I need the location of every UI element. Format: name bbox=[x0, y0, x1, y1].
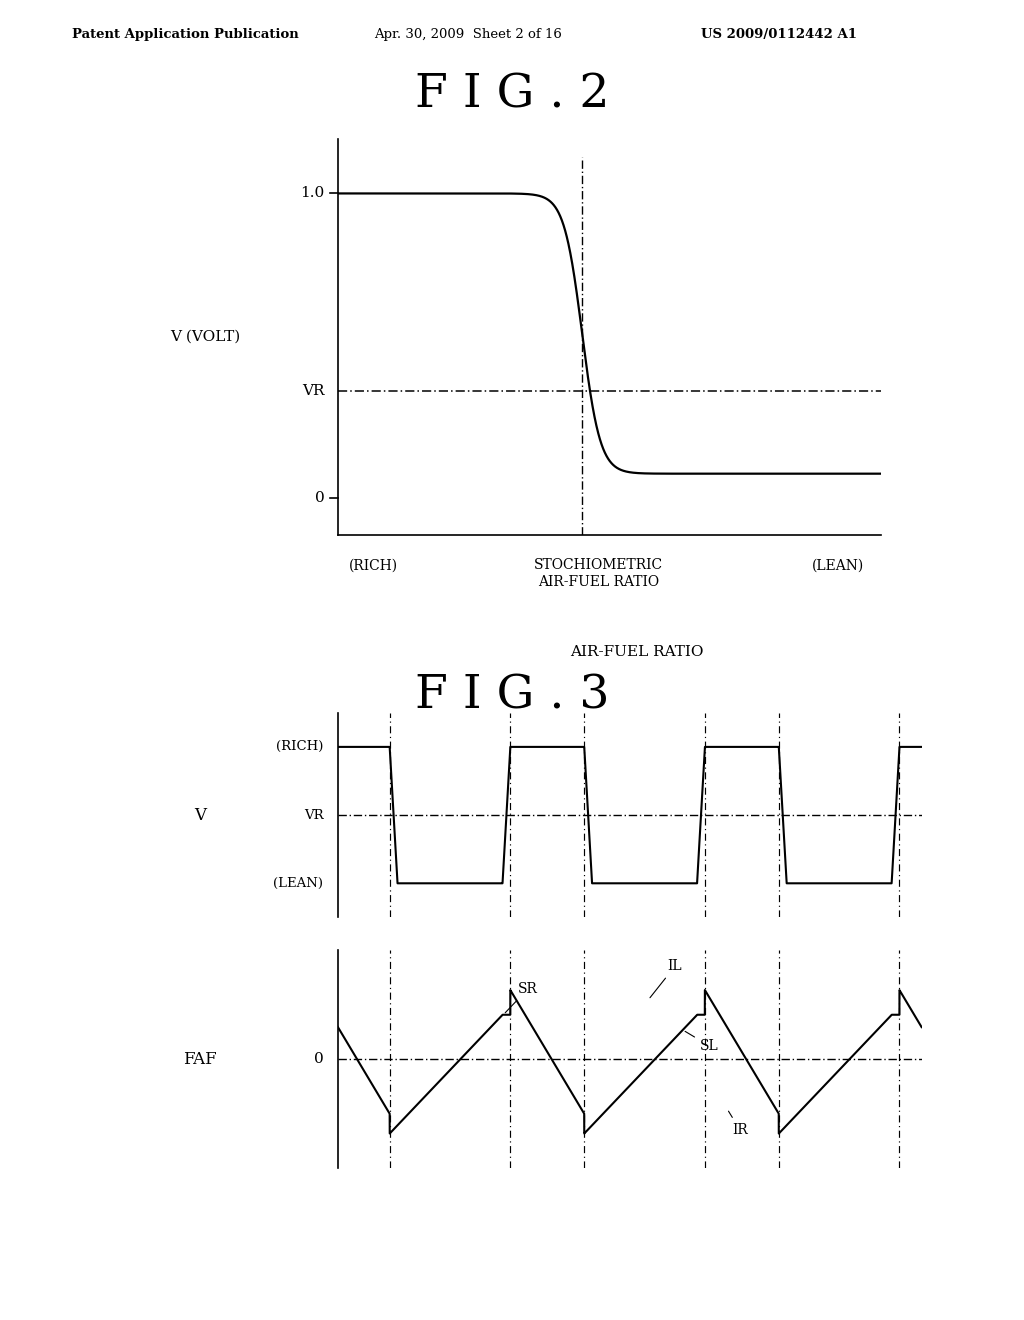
Text: Apr. 30, 2009  Sheet 2 of 16: Apr. 30, 2009 Sheet 2 of 16 bbox=[374, 28, 561, 41]
Text: (LEAN): (LEAN) bbox=[273, 876, 324, 890]
Text: SL: SL bbox=[685, 1031, 719, 1053]
Text: US 2009/0112442 A1: US 2009/0112442 A1 bbox=[701, 28, 857, 41]
Text: (LEAN): (LEAN) bbox=[812, 558, 864, 573]
Text: (RICH): (RICH) bbox=[349, 558, 398, 573]
Text: VR: VR bbox=[304, 809, 324, 821]
Text: F I G . 2: F I G . 2 bbox=[415, 73, 609, 117]
Text: 0: 0 bbox=[313, 1052, 324, 1067]
Text: AIR-FUEL RATIO: AIR-FUEL RATIO bbox=[569, 645, 703, 660]
Text: IL: IL bbox=[650, 960, 682, 998]
Text: FAF: FAF bbox=[183, 1052, 216, 1068]
Text: 0: 0 bbox=[314, 491, 325, 506]
Text: F I G . 3: F I G . 3 bbox=[415, 673, 609, 718]
Text: Patent Application Publication: Patent Application Publication bbox=[72, 28, 298, 41]
Text: V (VOLT): V (VOLT) bbox=[170, 330, 240, 343]
Text: IR: IR bbox=[728, 1111, 748, 1137]
Text: STOCHIOMETRIC
AIR-FUEL RATIO: STOCHIOMETRIC AIR-FUEL RATIO bbox=[534, 558, 663, 589]
Text: (RICH): (RICH) bbox=[275, 741, 324, 754]
Text: 1.0: 1.0 bbox=[300, 186, 325, 201]
Text: VR: VR bbox=[302, 384, 325, 399]
Text: SR: SR bbox=[505, 982, 538, 1012]
Text: V: V bbox=[194, 808, 206, 824]
